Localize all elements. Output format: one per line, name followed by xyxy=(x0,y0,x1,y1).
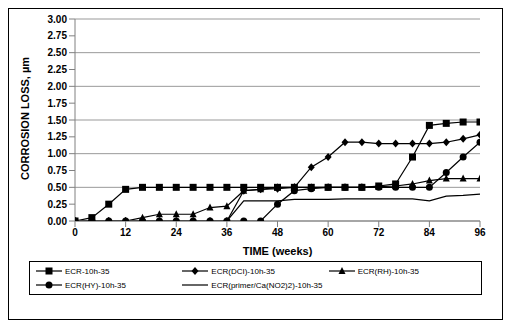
svg-text:2.75: 2.75 xyxy=(48,30,68,41)
svg-text:48: 48 xyxy=(272,227,284,238)
svg-text:CORROSION LOSS, µm: CORROSION LOSS, µm xyxy=(19,57,31,180)
svg-text:3.00: 3.00 xyxy=(48,14,68,25)
html-text:ECR-10h-35: ECR-10h-35 xyxy=(65,266,110,276)
html-text:ECR(DCI)-10h-35: ECR(DCI)-10h-35 xyxy=(211,266,275,276)
html-text:ECR(HY)-10h-35: ECR(HY)-10h-35 xyxy=(65,280,126,290)
svg-text:1.75: 1.75 xyxy=(48,98,68,109)
svg-text:24: 24 xyxy=(171,227,183,238)
html-text:ECR(RH)-10h-35: ECR(RH)-10h-35 xyxy=(357,266,419,276)
svg-text:0.50: 0.50 xyxy=(48,182,68,193)
svg-text:0.00: 0.00 xyxy=(48,216,68,227)
svg-text:1.25: 1.25 xyxy=(48,131,68,142)
svg-text:1.50: 1.50 xyxy=(48,115,68,126)
svg-text:96: 96 xyxy=(474,227,486,238)
svg-text:0.75: 0.75 xyxy=(48,165,68,176)
svg-text:0: 0 xyxy=(72,227,78,238)
svg-text:2.00: 2.00 xyxy=(48,81,68,92)
svg-text:0.25: 0.25 xyxy=(48,199,68,210)
svg-text:TIME (weeks): TIME (weeks) xyxy=(243,245,313,257)
svg-text:2.50: 2.50 xyxy=(48,47,68,58)
svg-text:12: 12 xyxy=(120,227,132,238)
svg-text:2.25: 2.25 xyxy=(48,64,68,75)
svg-text:1.00: 1.00 xyxy=(48,148,68,159)
svg-text:60: 60 xyxy=(323,227,335,238)
svg-text:72: 72 xyxy=(373,227,385,238)
svg-text:84: 84 xyxy=(424,227,436,238)
svg-text:36: 36 xyxy=(221,227,233,238)
html-text:ECR(primer/Ca(NO2)2)-10h-35: ECR(primer/Ca(NO2)2)-10h-35 xyxy=(211,280,323,290)
